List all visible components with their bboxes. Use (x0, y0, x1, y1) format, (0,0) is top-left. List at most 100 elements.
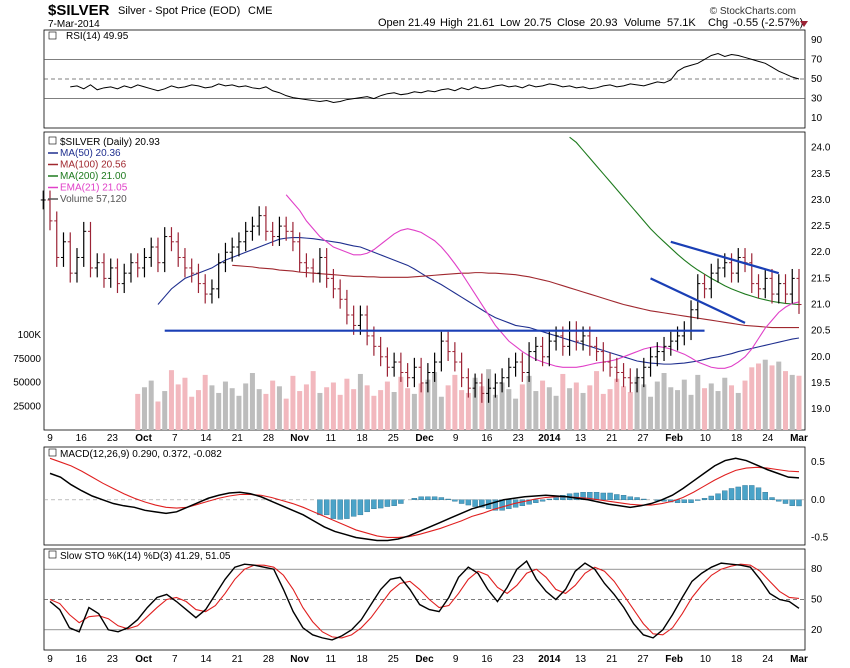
volume-bar (337, 394, 343, 430)
x-axis-tick-label: 23 (107, 433, 119, 444)
macd-histogram-bar (391, 499, 397, 506)
volume-bar (270, 380, 276, 430)
volume-bar (168, 370, 174, 430)
price-tick-label: 22.5 (811, 221, 831, 232)
macd-histogram-bar (344, 499, 350, 519)
volume-bar (708, 383, 714, 430)
macd-histogram-bar (384, 499, 391, 507)
watermark: © StockCharts.com (710, 6, 796, 17)
volume-bar (249, 373, 255, 430)
chart-toggle-icon[interactable] (48, 550, 57, 559)
volume-bar (587, 385, 593, 430)
volume-bar (607, 389, 613, 430)
volume-bar (769, 365, 775, 430)
macd-histogram-bar (701, 498, 708, 500)
rsi-tick-label: 10 (811, 113, 823, 124)
volume-bar (499, 382, 505, 430)
volume-bar (479, 386, 485, 430)
volume-bar (519, 384, 525, 430)
macd-line (49, 457, 800, 542)
volume-bar (654, 381, 660, 430)
high-value: 21.61 (467, 17, 495, 29)
volume-bar (789, 374, 795, 430)
volume-bar (627, 392, 633, 430)
macd-histogram-bar (600, 492, 607, 500)
volume-bar (546, 387, 552, 430)
price-tick-label: 21.0 (811, 300, 831, 311)
volume-bar (297, 391, 303, 430)
volume-bar (661, 373, 667, 430)
volume-value: 57.1K (667, 17, 696, 29)
price-legend-title: $SILVER (Daily) 20.93 (60, 137, 160, 148)
macd-histogram-bar (627, 496, 634, 500)
macd-histogram-bar (769, 497, 775, 500)
macd-histogram-bar (418, 496, 424, 500)
volume-bar (330, 382, 336, 430)
volume-bar (391, 392, 397, 430)
volume-bar (189, 396, 195, 430)
volume-bar (411, 393, 417, 430)
open-label: Open (378, 17, 405, 29)
x-axis-tick-label: 16 (481, 433, 493, 444)
x-axis-tick-label: 10 (700, 433, 712, 444)
volume-bar (580, 392, 586, 430)
chart-exchange: CME (248, 5, 272, 17)
volume-bar (357, 373, 363, 430)
volume-bar (513, 398, 519, 430)
macd-histogram-bar (539, 499, 546, 502)
x-axis-tick-label: 21 (232, 433, 244, 444)
x-axis-tick-label: 9 (47, 654, 53, 665)
volume-bar (283, 398, 289, 430)
moving-average-line-ma200 (569, 136, 800, 306)
x-axis-tick-label: 9 (47, 433, 53, 444)
price-legend-entry: MA(50) 20.36 (60, 148, 121, 159)
volume-bar (560, 373, 566, 430)
macd-histogram-bar (337, 499, 343, 520)
volume-bar (432, 372, 438, 430)
volume-bar (465, 392, 471, 430)
x-axis-tick-label: 21 (606, 433, 618, 444)
price-legend-entry: MA(100) 20.56 (60, 160, 127, 171)
chart-toggle-icon[interactable] (48, 448, 57, 457)
rsi-line (70, 52, 800, 104)
volume-bar (256, 389, 262, 430)
x-axis-tick-label: Feb (665, 654, 683, 665)
volume-bar (641, 384, 647, 430)
volume-bar (236, 395, 242, 430)
volume-bar (735, 392, 741, 430)
chart-toggle-icon[interactable] (48, 136, 57, 145)
volume-bar (621, 386, 627, 430)
quote-summary: Open 21.49 High 21.61 Low 20.75 Close 20… (378, 17, 808, 29)
volume-bar (573, 382, 579, 430)
volume-bar (229, 388, 235, 430)
macd-histogram-bar (749, 485, 755, 500)
x-axis-tick-label: Dec (415, 654, 434, 665)
volume-bar (695, 374, 701, 430)
volume-bar (303, 384, 309, 430)
x-axis-tick-label: 28 (263, 433, 275, 444)
volume-bar (567, 388, 573, 430)
volume-bar (216, 392, 222, 430)
macd-histogram-bar (445, 498, 451, 500)
x-axis-tick-label: Oct (135, 654, 152, 665)
volume-bar (162, 391, 168, 430)
macd-histogram-bar (533, 499, 539, 503)
macd-histogram-bar (789, 499, 795, 506)
stochastic-tick-label: 80 (811, 564, 823, 575)
macd-histogram-bar (776, 499, 782, 502)
price-tick-label: 23.0 (811, 195, 831, 206)
volume-bar (364, 385, 370, 430)
macd-histogram-bar (371, 499, 377, 510)
price-panel (43, 131, 806, 431)
x-axis-tick-label: 25 (388, 433, 400, 444)
stochastic-legend: Slow STO %K(14) %D(3) 41.29, 51.05 (60, 551, 231, 562)
macd-histogram-bar (479, 499, 485, 508)
chg-value: -0.55 (-2.57%) (733, 17, 803, 29)
volume-bar (796, 375, 802, 430)
chart-toggle-icon[interactable] (48, 31, 57, 40)
price-tick-label: 22.0 (811, 247, 831, 258)
macd-legend: MACD(12,26,9) 0.290, 0.372, -0.082 (60, 449, 222, 460)
volume-bar (472, 377, 478, 430)
x-axis-tick-label: 2014 (538, 433, 561, 444)
